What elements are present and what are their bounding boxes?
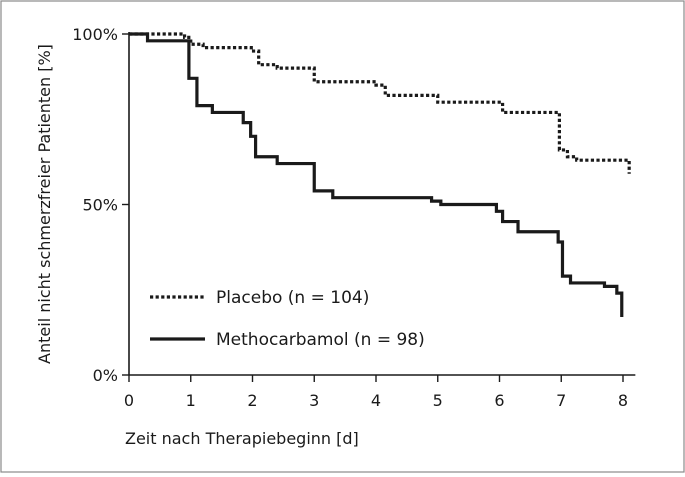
axes: 0 1 2 3 4 5 6 7 8 0% 50% 100%	[72, 25, 636, 410]
x-tick-label: 0	[124, 391, 134, 410]
x-tick-label: 1	[186, 391, 196, 410]
y-tick-label: 100%	[72, 25, 118, 44]
series-line-methocarbamol	[129, 32, 624, 318]
x-tick-label: 6	[494, 391, 504, 410]
series-layer	[129, 32, 631, 318]
x-tick-label: 4	[371, 391, 381, 410]
x-tick-label: 7	[556, 391, 566, 410]
y-tick-label: 0%	[93, 366, 118, 385]
x-tick-label: 2	[247, 391, 257, 410]
y-tick-label: 50%	[82, 196, 118, 215]
series-line-placebo	[129, 32, 631, 174]
x-tick-label: 8	[618, 391, 628, 410]
legend-label: Placebo (n = 104)	[216, 288, 369, 308]
legend-label: Methocarbamol (n = 98)	[216, 330, 425, 350]
x-tick-label: 5	[433, 391, 443, 410]
y-axis-label: Anteil nicht schmerzfreier Patienten [%]	[35, 44, 54, 364]
x-tick-label: 3	[309, 391, 319, 410]
x-axis-label: Zeit nach Therapiebeginn [d]	[125, 429, 359, 448]
legend: Placebo (n = 104) Methocarbamol (n = 98)	[150, 288, 425, 350]
